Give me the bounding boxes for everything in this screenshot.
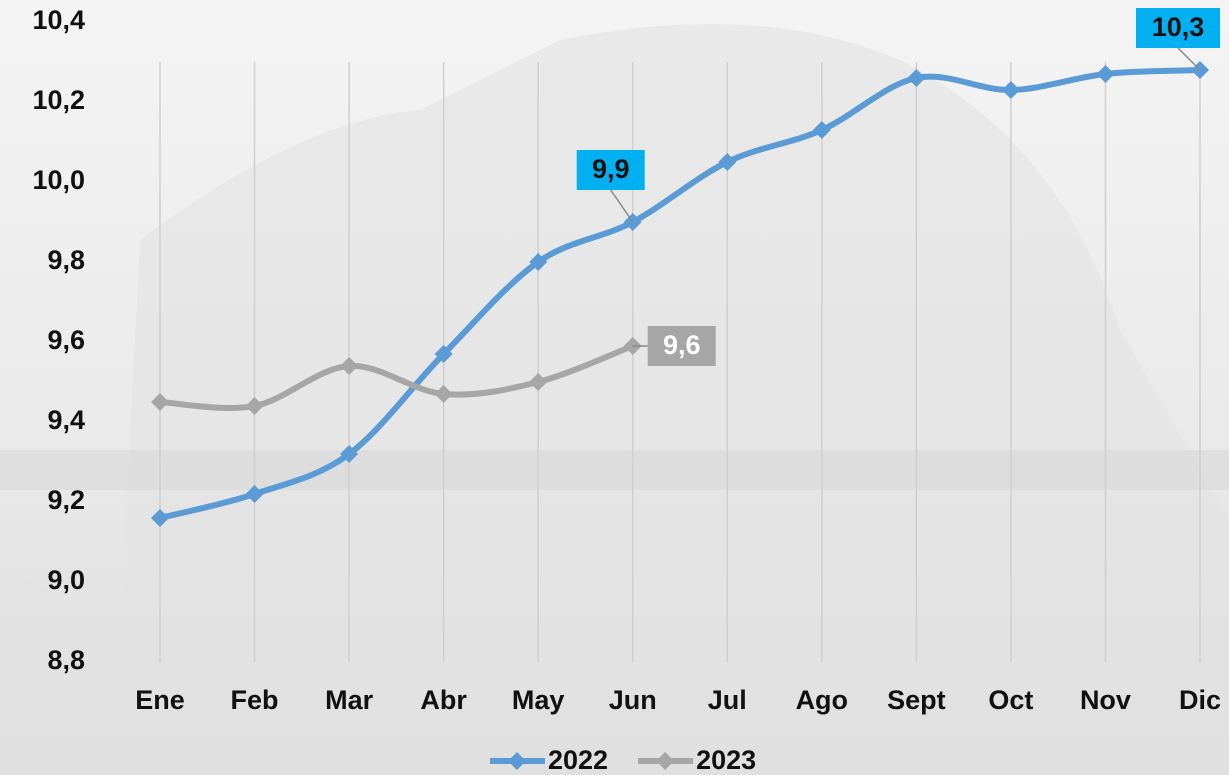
- value-label: 9,6: [663, 330, 701, 360]
- x-tick-label: Ene: [135, 685, 185, 715]
- y-tick-label: 10,2: [32, 85, 85, 115]
- y-tick-label: 8,8: [47, 645, 85, 675]
- y-tick-label: 10,4: [32, 5, 85, 35]
- x-tick-label: Feb: [231, 685, 279, 715]
- x-tick-label: Jun: [609, 685, 657, 715]
- x-tick-label: Dic: [1179, 685, 1221, 715]
- y-tick-label: 9,4: [47, 405, 85, 435]
- x-tick-label: Oct: [988, 685, 1033, 715]
- y-tick-label: 9,0: [47, 565, 85, 595]
- x-tick-label: Abr: [420, 685, 467, 715]
- value-label: 10,3: [1152, 12, 1205, 42]
- y-tick-label: 9,2: [47, 485, 85, 515]
- chart: 8,8 9,0 9,2 9,4 9,6 9,8 10,0 10,2 10,4 Ene Feb Mar A…: [0, 0, 1229, 775]
- x-tick-label: Sept: [887, 685, 946, 715]
- x-tick-label: Nov: [1080, 685, 1131, 715]
- legend-label: 2022: [548, 745, 608, 775]
- y-tick-label: 9,8: [47, 245, 85, 275]
- value-label: 9,9: [592, 154, 630, 184]
- x-tick-label: Mar: [325, 685, 374, 715]
- legend-label: 2023: [696, 745, 756, 775]
- background-cornice: [0, 450, 1229, 490]
- page: {"chart_data": {"type": "line", "categor…: [0, 0, 1229, 775]
- x-tick-label: Jul: [708, 685, 747, 715]
- x-tick-label: May: [512, 685, 565, 715]
- y-tick-label: 10,0: [32, 165, 85, 195]
- x-tick-label: Ago: [796, 685, 848, 715]
- y-tick-label: 9,6: [47, 325, 85, 355]
